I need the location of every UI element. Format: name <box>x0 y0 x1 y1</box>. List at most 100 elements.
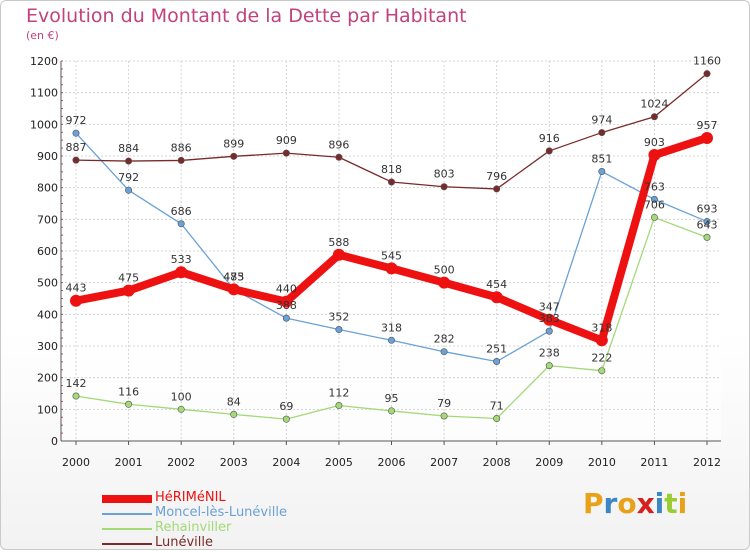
data-label: 903 <box>644 136 665 149</box>
data-point <box>440 348 448 356</box>
data-point <box>493 358 501 366</box>
data-label: 347 <box>539 301 560 314</box>
data-label: 443 <box>66 282 87 295</box>
logo-letter: t <box>664 487 678 520</box>
data-point <box>385 262 398 275</box>
data-label: 440 <box>276 283 297 296</box>
data-label: 112 <box>328 387 349 400</box>
proxiti-logo: Proxiti <box>583 487 687 520</box>
x-tick-label: 2012 <box>693 456 721 469</box>
x-tick-label: 2003 <box>220 456 248 469</box>
x-tick-label: 2009 <box>535 456 563 469</box>
y-tick-label: 600 <box>37 245 58 258</box>
data-point <box>438 276 451 289</box>
legend-swatch <box>102 495 152 503</box>
data-label: 706 <box>644 198 665 211</box>
data-label: 483 <box>223 270 244 283</box>
x-tick-label: 2007 <box>430 456 458 469</box>
data-label: 383 <box>539 312 560 325</box>
data-label: 142 <box>66 377 87 390</box>
data-label: 884 <box>118 142 139 155</box>
data-label: 896 <box>328 138 349 151</box>
data-label: 686 <box>171 205 192 218</box>
data-point <box>335 326 343 334</box>
data-point <box>440 183 448 191</box>
data-label: 79 <box>437 397 451 410</box>
data-point <box>332 248 345 261</box>
data-point <box>125 186 133 194</box>
data-label: 887 <box>66 141 87 154</box>
data-point <box>598 367 606 375</box>
data-point <box>282 314 290 322</box>
data-point <box>493 415 501 423</box>
y-tick-label: 100 <box>37 403 58 416</box>
data-label: 318 <box>381 321 402 334</box>
x-tick-label: 2006 <box>378 456 406 469</box>
data-point <box>703 70 711 78</box>
data-label: 643 <box>697 218 718 231</box>
data-label: 693 <box>697 203 718 216</box>
data-point <box>648 149 661 162</box>
data-label: 909 <box>276 134 297 147</box>
data-point <box>177 405 185 413</box>
x-tick-label: 2000 <box>62 456 90 469</box>
data-point <box>177 156 185 164</box>
data-label: 886 <box>171 141 192 154</box>
data-label: 533 <box>171 253 192 266</box>
logo-letter: x <box>636 487 655 520</box>
legend-label: Lunéville <box>155 535 214 550</box>
data-label: 71 <box>490 400 504 413</box>
y-tick-label: 400 <box>37 308 58 321</box>
data-label: 763 <box>644 180 665 193</box>
y-tick-label: 1100 <box>30 87 58 100</box>
logo-letter: o <box>617 487 637 520</box>
data-point <box>701 131 713 144</box>
data-label: 238 <box>539 347 560 360</box>
data-point <box>545 362 553 370</box>
y-tick-label: 700 <box>37 213 58 226</box>
data-label: 803 <box>434 168 455 181</box>
data-point <box>650 113 658 121</box>
data-point <box>650 195 658 203</box>
data-point <box>122 284 135 297</box>
data-label: 972 <box>66 114 87 127</box>
data-point <box>227 283 240 296</box>
data-point <box>595 334 608 347</box>
data-point <box>598 129 606 137</box>
y-tick-label: 0 <box>51 435 58 448</box>
series-lines <box>70 70 713 423</box>
legend-swatch <box>102 513 152 515</box>
x-tick-label: 2004 <box>272 456 300 469</box>
data-label: 282 <box>434 333 455 346</box>
data-point <box>125 400 133 408</box>
data-point <box>177 220 185 228</box>
data-point <box>493 185 501 193</box>
x-tick-label: 2008 <box>483 456 511 469</box>
data-label: 545 <box>381 249 402 262</box>
legend-label: Moncel-lès-Lunéville <box>155 505 287 520</box>
data-point <box>387 336 395 344</box>
data-point <box>72 156 80 164</box>
data-point <box>175 266 188 279</box>
data-point <box>490 291 503 304</box>
data-label: 851 <box>591 153 612 166</box>
data-label: 84 <box>227 395 241 408</box>
data-point <box>650 213 658 221</box>
axes: 0 100 200 300 400 500 600 700 800 900 1000 1100 1200… <box>30 55 721 469</box>
x-tick-label: 2001 <box>115 456 143 469</box>
data-label: 116 <box>118 385 139 398</box>
data-label: 222 <box>591 352 612 365</box>
data-label: 1160 <box>693 55 721 68</box>
data-labels: 4434755334834405885455004543473189039579… <box>66 55 722 413</box>
x-tick-label: 2002 <box>167 456 195 469</box>
data-point <box>387 178 395 186</box>
y-tick-label: 800 <box>37 182 58 195</box>
data-label: 916 <box>539 132 560 145</box>
data-label: 957 <box>697 119 718 132</box>
data-point <box>543 313 556 326</box>
data-point <box>282 149 290 157</box>
data-label: 974 <box>591 114 612 127</box>
data-label: 100 <box>171 390 192 403</box>
data-point <box>703 233 711 241</box>
chart-title: Evolution du Montant de la Dette par Hab… <box>26 5 467 27</box>
